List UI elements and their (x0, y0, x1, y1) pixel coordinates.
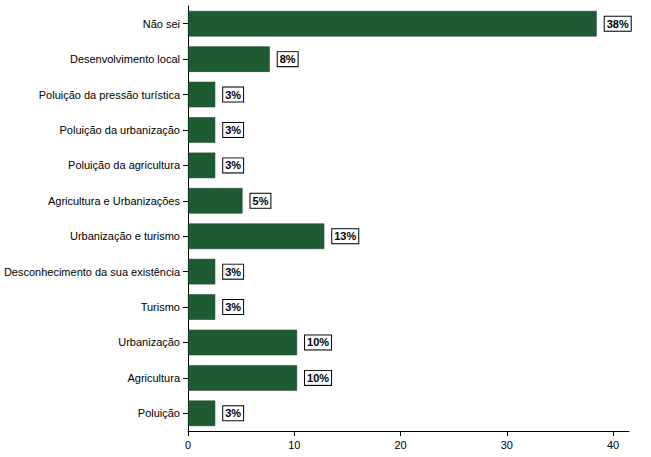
svg-text:Agricultura: Agricultura (127, 372, 180, 384)
svg-text:3%: 3% (225, 159, 241, 171)
svg-text:20: 20 (394, 439, 406, 451)
svg-text:5%: 5% (253, 195, 269, 207)
svg-text:Poluição da urbanização: Poluição da urbanização (60, 124, 180, 136)
svg-text:10: 10 (288, 439, 300, 451)
svg-text:Poluição da agricultura: Poluição da agricultura (68, 159, 181, 171)
svg-text:Urbanização e turismo: Urbanização e turismo (70, 230, 180, 242)
svg-text:Poluição da pressão turística: Poluição da pressão turística (39, 89, 181, 101)
svg-text:10%: 10% (307, 372, 329, 384)
svg-text:3%: 3% (225, 266, 241, 278)
svg-text:Urbanização: Urbanização (118, 336, 180, 348)
svg-text:40: 40 (607, 439, 619, 451)
svg-text:Desconhecimento da sua existên: Desconhecimento da sua existência (4, 266, 181, 278)
svg-text:Não sei: Não sei (143, 18, 180, 30)
svg-text:Agricultura e Urbanizações: Agricultura e Urbanizações (48, 195, 181, 207)
svg-text:30: 30 (501, 439, 513, 451)
svg-text:3%: 3% (225, 407, 241, 419)
svg-text:10%: 10% (307, 336, 329, 348)
svg-text:3%: 3% (225, 89, 241, 101)
svg-text:38%: 38% (607, 18, 629, 30)
svg-text:Turismo: Turismo (141, 301, 180, 313)
svg-text:8%: 8% (280, 53, 296, 65)
svg-text:3%: 3% (225, 301, 241, 313)
svg-text:Poluição: Poluição (138, 407, 180, 419)
svg-text:13%: 13% (334, 230, 356, 242)
svg-text:0: 0 (185, 439, 191, 451)
svg-text:Desenvolvimento local: Desenvolvimento local (70, 53, 180, 65)
svg-text:3%: 3% (225, 124, 241, 136)
